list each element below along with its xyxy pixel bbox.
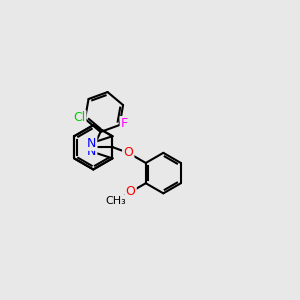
Text: N: N bbox=[87, 136, 96, 150]
Text: CH₃: CH₃ bbox=[105, 196, 126, 206]
Text: O: O bbox=[123, 146, 133, 159]
Text: O: O bbox=[126, 185, 136, 199]
Text: N: N bbox=[87, 145, 96, 158]
Text: Cl: Cl bbox=[73, 111, 85, 124]
Text: F: F bbox=[121, 117, 128, 130]
